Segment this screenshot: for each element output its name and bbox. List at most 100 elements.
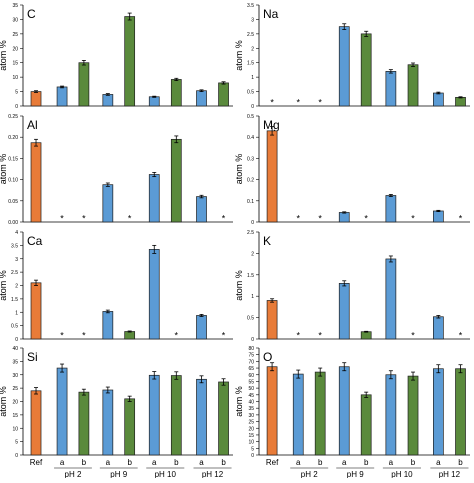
bar-ph-12-a	[196, 90, 207, 107]
not-detected-marker: *	[82, 214, 86, 224]
not-detected-marker: *	[459, 331, 463, 341]
bar-ref	[30, 91, 42, 107]
bar-ref	[30, 282, 42, 340]
y-tick-label: 0.1	[247, 199, 254, 205]
x-group-label: pH 9	[110, 470, 127, 478]
bar-ph-9-a	[338, 283, 350, 340]
y-tick-label: 3.5	[247, 3, 254, 9]
y-tick-label: 35	[12, 3, 18, 9]
bar-ph-12-a	[196, 378, 207, 456]
bar-ref	[266, 300, 278, 340]
panel-title: Si	[27, 350, 38, 364]
not-detected-marker: *	[459, 214, 463, 224]
bar-ph-2-b	[78, 62, 90, 107]
bar-ph-9-b	[360, 394, 372, 456]
bar-ph-12-a	[433, 316, 444, 340]
not-detected-marker: *	[318, 331, 322, 341]
bar-ph-9-b	[360, 331, 372, 340]
bar-ph-10-a	[385, 71, 397, 107]
bar-ph-12-a	[196, 196, 207, 223]
panel-title: C	[27, 7, 36, 21]
bar-ph-9-b	[124, 398, 136, 456]
y-tick-label: 3	[251, 17, 254, 23]
not-detected-marker: *	[318, 98, 322, 108]
bar-ph-9-a	[102, 184, 114, 223]
x-label-ref: Ref	[266, 458, 279, 467]
y-tick-label: 30	[248, 413, 254, 419]
y-axis-label: atom %	[234, 386, 244, 417]
not-detected-marker: *	[222, 331, 226, 341]
y-tick-label: 0.4	[247, 135, 254, 141]
bar-ph-12-b	[218, 381, 229, 456]
panel-k: 0 0.5 1 1.5 2 2.5 atom % K * * * *	[234, 230, 470, 343]
y-tick-label: 40	[248, 400, 254, 406]
not-detected-marker: *	[296, 331, 300, 341]
y-tick-label: 3.5	[11, 243, 18, 249]
y-tick-label: 5	[251, 446, 254, 452]
x-sublabel: b	[174, 458, 179, 467]
x-group-label: pH 10	[155, 470, 177, 478]
x-group-label: pH 12	[202, 470, 224, 478]
y-tick-label: 75	[248, 353, 254, 359]
panel-title: Ca	[27, 234, 43, 248]
y-tick-label: 55	[248, 379, 254, 385]
bar-ph-2-b	[314, 371, 326, 456]
bar-ph-9-b	[124, 331, 136, 340]
x-label-ref: Ref	[30, 458, 43, 467]
x-sublabel: b	[318, 458, 323, 467]
y-tick-label: 40	[12, 346, 18, 352]
bar-ph-10-a	[148, 249, 160, 340]
bar-ph-2-a	[292, 373, 304, 456]
not-detected-marker: *	[175, 331, 179, 341]
panel-title: O	[263, 350, 272, 364]
y-tick-label: 20	[12, 400, 18, 406]
bar-ph-10-b	[407, 375, 419, 456]
y-tick-label: 15	[12, 413, 18, 419]
y-tick-label: 0.05	[8, 199, 18, 205]
y-tick-label: 25	[12, 386, 18, 392]
not-detected-marker: *	[128, 214, 132, 224]
bar-ph-12-a	[433, 368, 444, 456]
x-sublabel: b	[364, 458, 369, 467]
y-tick-label: 0.5	[11, 324, 18, 330]
not-detected-marker: *	[411, 214, 415, 224]
y-tick-label: 50	[248, 386, 254, 392]
y-tick-label: 0	[251, 220, 254, 226]
bar-ph-9-a	[338, 26, 350, 107]
bar-ph-9-b	[360, 33, 372, 107]
panel-title: Mg	[263, 118, 280, 132]
bar-ref	[266, 130, 278, 223]
y-tick-label: 1	[251, 75, 254, 81]
bar-ph-9-a	[102, 311, 114, 340]
y-tick-label: 2	[15, 284, 18, 290]
bar-ph-12-b	[455, 96, 466, 107]
y-tick-label: 35	[248, 406, 254, 412]
x-group-label: pH 10	[391, 470, 413, 478]
bar-ph-12-b	[218, 82, 229, 107]
bar-ph-12-a	[433, 92, 444, 107]
x-sublabel: a	[342, 458, 347, 467]
x-sublabel: a	[60, 458, 65, 467]
y-tick-label: 70	[248, 359, 254, 365]
panel-al: 0.00 0.05 0.10 0.15 0.20 0.25 atom % Al * * * *	[0, 114, 233, 226]
y-axis-label: atom %	[234, 40, 244, 71]
y-tick-label: 45	[248, 393, 254, 399]
bar-ph-12-a	[196, 315, 207, 340]
y-tick-label: 1.5	[247, 61, 254, 67]
panel-ca: 0 0.5 1 1.5 2 2.5 3 3.5 4 atom % Ca * * * *	[0, 230, 233, 343]
bar-ph-10-a	[148, 96, 160, 107]
x-sublabel: a	[152, 458, 157, 467]
y-tick-label: 15	[12, 61, 18, 67]
y-tick-label: 2.5	[247, 32, 254, 38]
not-detected-marker: *	[296, 214, 300, 224]
y-tick-label: 1	[251, 294, 254, 300]
bar-ph-10-b	[170, 79, 182, 107]
x-group-label: pH 12	[439, 470, 461, 478]
not-detected-marker: *	[411, 331, 415, 341]
panel-na: 0 0.5 1 1.5 2 2.5 3 3.5 atom % Na * * *	[234, 3, 470, 110]
y-tick-label: 0.15	[8, 156, 18, 162]
y-axis-label: atom %	[234, 154, 244, 185]
